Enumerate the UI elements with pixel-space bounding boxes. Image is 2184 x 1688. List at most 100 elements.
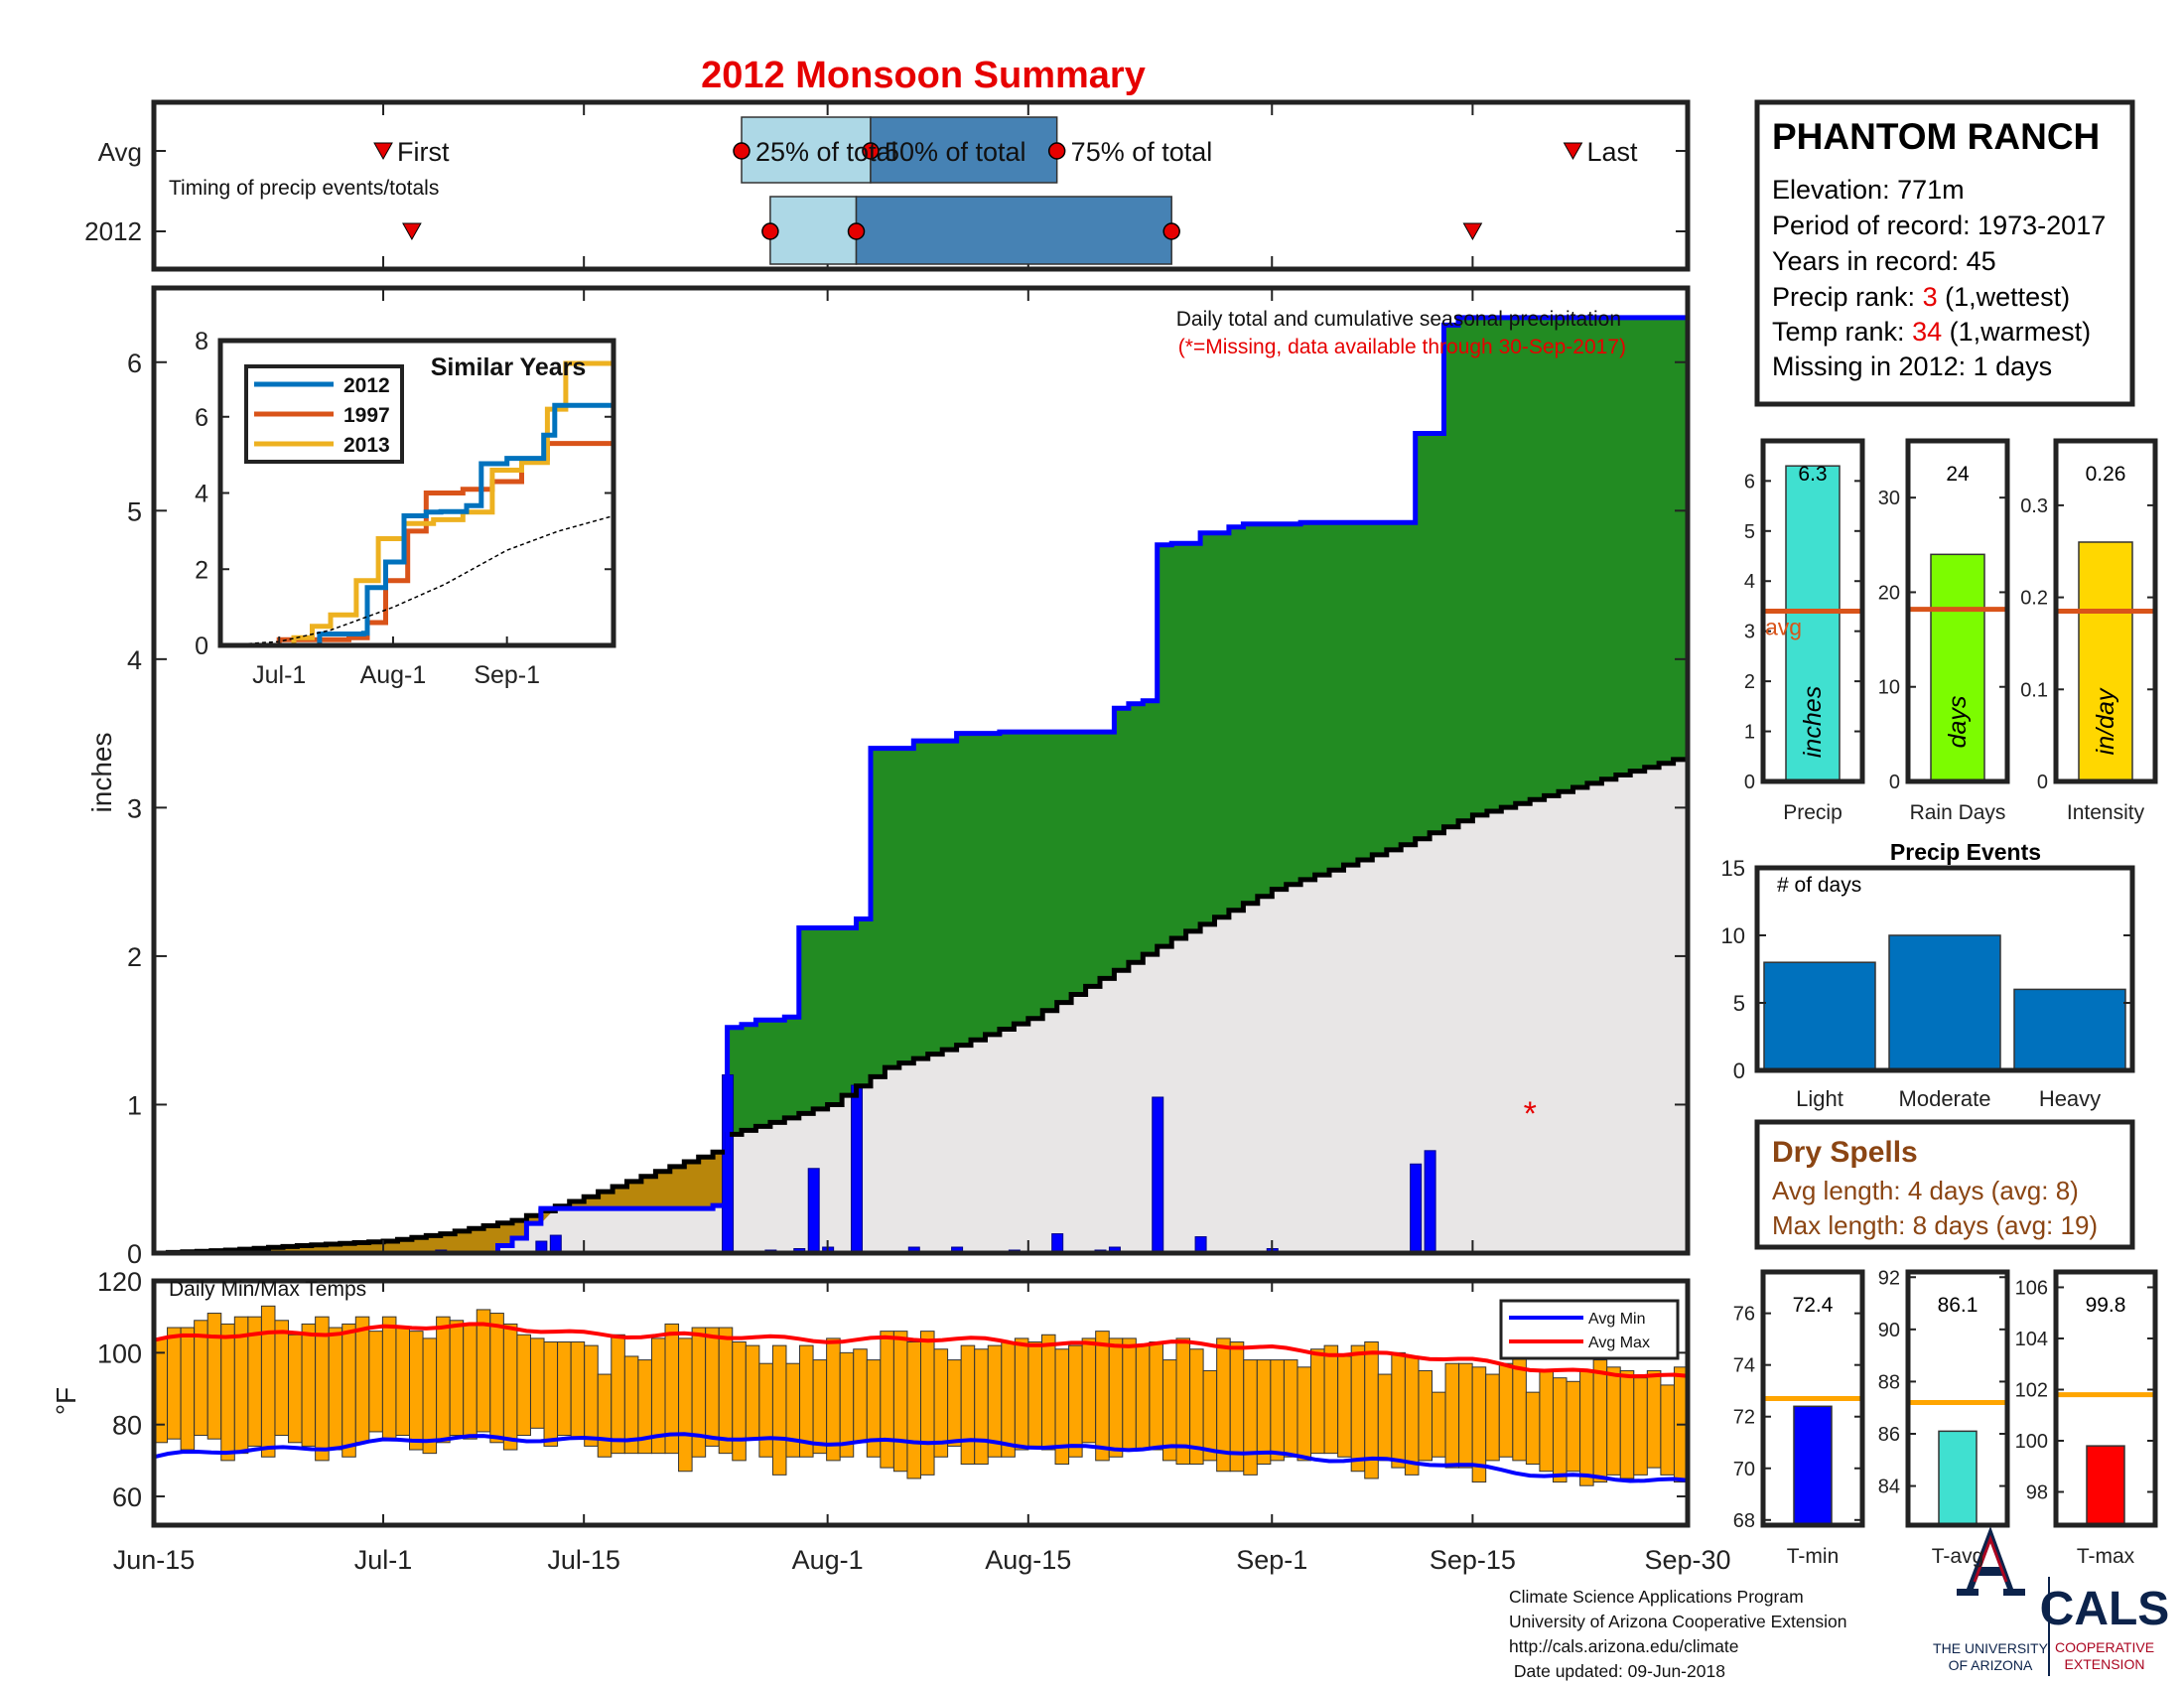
temp-summary-frame — [2053, 1269, 2158, 1528]
daily-temp-range-bar — [1149, 1341, 1163, 1451]
precip-y-tick-label: 0 — [127, 1239, 142, 1269]
temp-summary-label: T-max — [2077, 1545, 2135, 1568]
daily-temp-range-bar — [1552, 1377, 1568, 1483]
precip-summary-average-label: avg — [1765, 615, 1802, 640]
daily-temp-range-bar — [892, 1331, 908, 1473]
temp-summary-y-tick-label: 90 — [1878, 1320, 1900, 1341]
temp-summary-bar — [2086, 1445, 2125, 1526]
daily-temp-range-bar — [812, 1359, 828, 1455]
precip-events-category-label: Heavy — [2039, 1086, 2101, 1111]
daily-temp-range-bar — [288, 1334, 303, 1444]
temp-summary-value: 86.1 — [1938, 1294, 1979, 1317]
daily-temp-range-bar — [1350, 1344, 1366, 1473]
temp-summary-y-tick-label: 86 — [1878, 1424, 1900, 1446]
precip-summary-value: 24 — [1946, 463, 1970, 486]
precip-summary-y-tick-label: 0 — [2037, 772, 2048, 793]
daily-temp-range-bar — [1122, 1337, 1137, 1451]
missing-data-note: (*=Missing, data available through 30-Se… — [1178, 336, 1626, 358]
timing-panel: Avg 2012 Timing of precip events/totals … — [84, 99, 1691, 272]
precip-summary-y-tick-label: 6 — [1744, 471, 1755, 492]
precip-y-tick-label: 3 — [127, 793, 142, 823]
station-temp-rank: Temp rank: 34 (1,warmest) — [1772, 317, 2091, 347]
temps-y-tick-label: 100 — [97, 1338, 142, 1368]
precip-summary-label: Rain Days — [1910, 801, 2006, 824]
precip-summary-y-tick-label: 10 — [1878, 677, 1900, 699]
dry-spells-box: Dry Spells Avg length: 4 days (avg: 8) M… — [1754, 1119, 2135, 1250]
ua-a-accent-icon — [1973, 1534, 2008, 1583]
daily-temp-range-bar — [260, 1305, 276, 1458]
precip-y-tick-label: 4 — [127, 645, 142, 675]
similar-year-line-2013 — [220, 360, 614, 648]
temps-y-tick-label: 80 — [112, 1411, 142, 1441]
temp-summary-panel: 84 86 88 90 92 86.1 T-avg — [1878, 1267, 2010, 1568]
daily-temp-range-bar — [1592, 1359, 1608, 1483]
precip-deficit-area — [168, 1152, 728, 1253]
similar-years-average-line — [219, 514, 614, 646]
daily-temp-range-bar — [543, 1341, 559, 1447]
temps-y-label: °F — [51, 1387, 81, 1415]
daily-temp-range-bar — [436, 1316, 451, 1444]
temp-summary-label: T-avg — [1932, 1545, 1984, 1568]
daily-temp-range-bar — [705, 1327, 720, 1447]
temps-y-tick-label: 60 — [112, 1482, 142, 1512]
x-axis-date-label: Jul-1 — [354, 1545, 413, 1575]
avg-max-temp-line — [153, 1322, 1689, 1379]
daily-temp-range-bar — [301, 1323, 317, 1447]
precip-summary-y-tick-label: 1 — [1744, 722, 1755, 744]
precip-summary-label: Precip — [1783, 801, 1843, 824]
timing-quantile-dot — [847, 222, 866, 240]
daily-temp-range-bar — [1404, 1355, 1420, 1476]
daily-temp-range-bar — [395, 1327, 410, 1437]
similar-years-inset: 0 2 4 6 8 Jul-1 Aug-1 Sep-1 2012 1997 2013 Similar … — [195, 328, 616, 689]
daily-temp-range-bar — [974, 1348, 989, 1466]
timing-first-last-marker — [1462, 222, 1483, 241]
dry-spells-avg-length: Avg length: 4 days (avg: 8) — [1772, 1176, 2079, 1205]
daily-temp-range-bar — [1135, 1344, 1151, 1451]
daily-precip-bar — [1152, 1096, 1164, 1254]
temp-summary-y-tick-label: 98 — [2026, 1482, 2048, 1504]
timing-row-avg-label: Avg — [98, 137, 142, 167]
daily-temp-range-bar — [1444, 1362, 1460, 1469]
daily-temp-range-bar — [409, 1331, 424, 1451]
daily-temp-range-bar — [906, 1341, 922, 1479]
dry-spells-frame — [1754, 1119, 2135, 1250]
precip-y-tick-label: 2 — [127, 942, 142, 972]
precip-summary-unit: inches — [1799, 686, 1827, 758]
daily-temp-range-bar — [745, 1344, 760, 1440]
daily-temp-range-bar — [853, 1348, 868, 1444]
daily-temp-range-bar — [1040, 1334, 1056, 1451]
daily-temp-range-bar — [1633, 1377, 1648, 1476]
precip-events-frame — [1754, 865, 2135, 1073]
temp-summary-y-tick-label: 92 — [1878, 1267, 1900, 1289]
daily-precip-bar — [1410, 1163, 1423, 1254]
daily-temp-range-bar — [206, 1313, 222, 1440]
precip-summary-y-tick-label: 3 — [1744, 622, 1755, 643]
timing-row-2012-label: 2012 — [84, 216, 142, 246]
daily-temp-range-bar — [1458, 1362, 1473, 1469]
station-info-frame — [1754, 99, 2135, 407]
page-title: 2012 Monsoon Summary — [701, 55, 1146, 96]
precip-y-tick-label: 6 — [127, 349, 142, 378]
avg-min-temp-line — [153, 1432, 1689, 1483]
cals-logo-line2: EXTENSION — [2065, 1656, 2145, 1672]
cals-logo: CALS COOPERATIVE EXTENSION — [2040, 1583, 2170, 1672]
precip-events-y-label: # of days — [1777, 874, 1861, 897]
daily-temp-range-bar — [1660, 1384, 1675, 1476]
daily-temp-range-bar — [1256, 1359, 1272, 1466]
station-period: Period of record: 1973-2017 — [1772, 211, 2106, 240]
precip-events-title: Precip Events — [1890, 839, 2041, 865]
timing-first-last-marker — [373, 142, 393, 161]
temps-frame — [151, 1278, 1691, 1528]
daily-precip-bar — [851, 1084, 864, 1254]
footer-line-updated: Date updated: 09-Jun-2018 — [1509, 1661, 1725, 1681]
precip-summary-value: 0.26 — [2086, 463, 2126, 486]
daily-temp-range-bar — [476, 1309, 491, 1433]
temp-summary-value: 99.8 — [2086, 1294, 2126, 1317]
daily-temp-range-bar — [1027, 1341, 1042, 1447]
precip-summary-y-tick-label: 0 — [1744, 772, 1755, 793]
station-name: PHANTOM RANCH — [1772, 116, 2100, 157]
similar-years-y-tick-label: 0 — [195, 633, 208, 660]
temp-summary-frame — [1760, 1269, 1865, 1528]
x-axis-date-label: Aug-1 — [792, 1545, 864, 1575]
temp-summary-y-tick-label: 104 — [2015, 1329, 2048, 1350]
